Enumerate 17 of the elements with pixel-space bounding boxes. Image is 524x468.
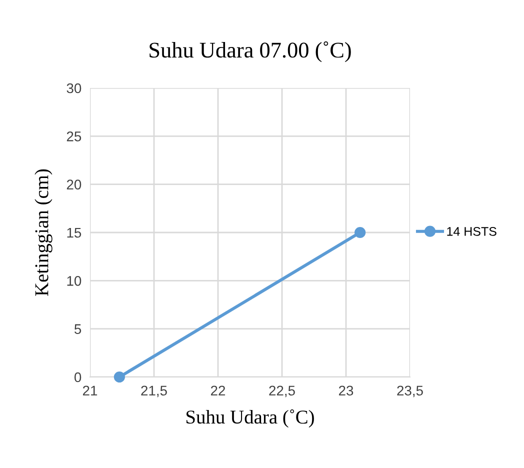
legend-label: 14 HSTS [447, 227, 496, 236]
y-tick-label: 15 [67, 228, 82, 238]
y-tick-label: 5 [74, 324, 82, 334]
x-tick-label: 21 [82, 386, 98, 396]
y-tick-label: 25 [66, 132, 82, 142]
x-tick-label: 21,5 [141, 386, 167, 398]
chart-title: Suhu Udara 07.00 (˚C) [150, 41, 351, 62]
y-axis-title: Ketinggian (cm) [34, 169, 52, 296]
x-tick-label: 23 [338, 386, 354, 396]
y-tick-label: 30 [66, 83, 82, 94]
x-tick-label: 23,5 [397, 386, 423, 398]
y-tick-label: 0 [74, 372, 82, 382]
x-axis-title: Suhu Udara (˚C) [186, 409, 314, 428]
y-tick-label: 20 [66, 180, 82, 190]
x-tick-label: 22 [210, 386, 226, 396]
y-tick-label: 10 [67, 276, 82, 286]
x-tick-label: 22,5 [269, 386, 295, 398]
